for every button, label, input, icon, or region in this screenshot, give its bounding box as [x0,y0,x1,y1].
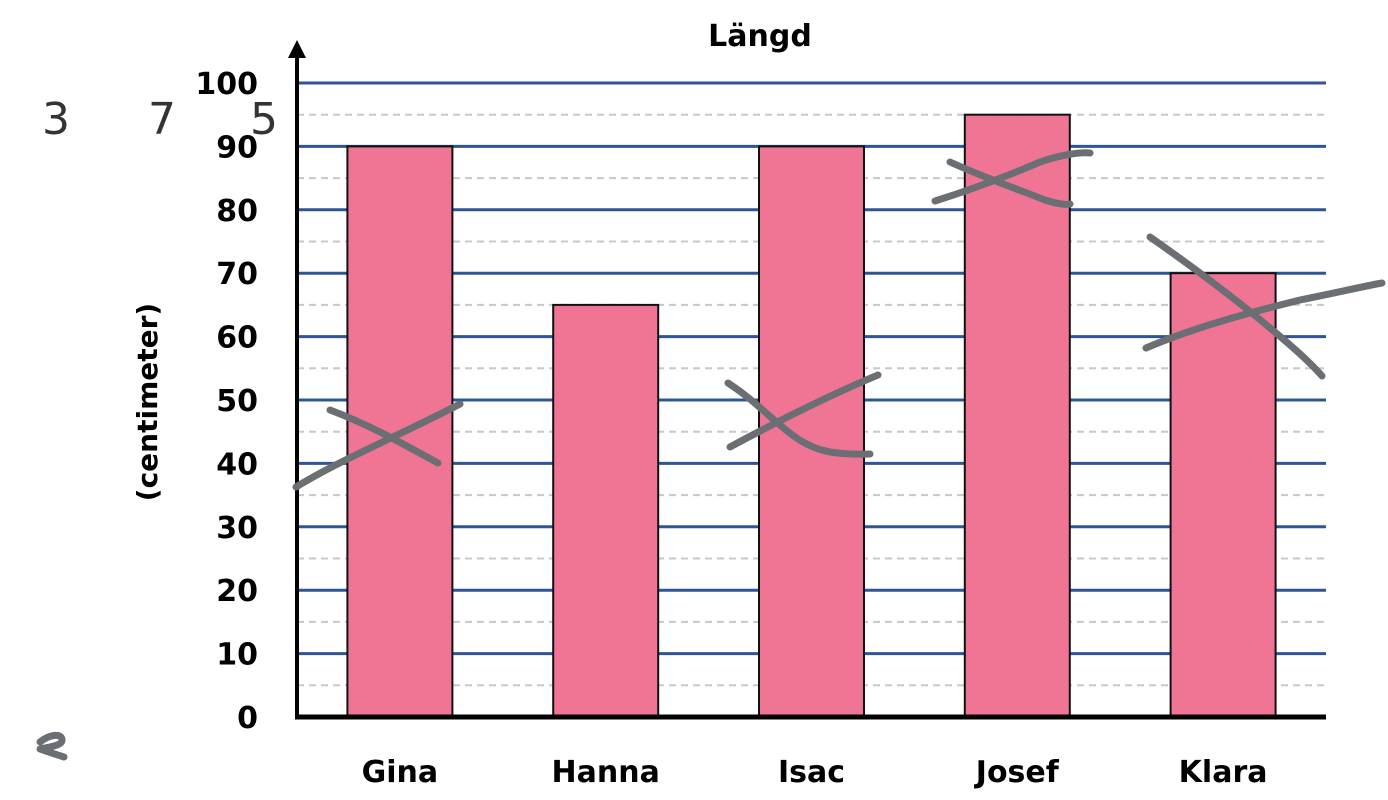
pen-stroke-9 [36,731,68,761]
y-axis-arrow [288,40,306,58]
y-tick-label: 80 [216,194,258,229]
bars-group [346,113,1277,718]
x-tick-label: Hanna [552,755,660,790]
bar-hanna [552,303,660,718]
bar-josef [963,113,1071,718]
y-tick-label: 10 [216,638,258,673]
bar-klara [1169,272,1277,718]
pen-stroke-4 [724,379,874,458]
bar-isac [758,145,865,718]
y-tick-label: 50 [216,384,258,419]
axes [288,40,1326,720]
pen-stroke-8 [1146,233,1326,380]
y-tick-labels: 0 10 20 30 40 50 60 70 80 90 100 [195,67,258,736]
y-tick-label: 70 [216,257,258,292]
x-tick-label: Gina [362,755,439,790]
handwritten-number-2: 7 [148,94,176,145]
pen-stroke-5 [931,149,1094,205]
y-axis-label: (centimeter) [131,303,164,501]
y-tick-label: 60 [216,321,258,356]
pen-stroke-3 [726,371,882,451]
y-tick-label: 40 [216,447,258,482]
y-tick-label: 90 [216,130,258,165]
chart-title: Längd [708,19,812,54]
x-tick-label: Josef [974,755,1060,790]
y-tick-label: 20 [216,574,258,609]
handwritten-number-3: 5 [250,94,278,145]
y-tick-label: 100 [195,67,258,102]
pen-strokes [36,149,1386,761]
pen-stroke-1 [292,400,464,491]
pen-stroke-6 [946,158,1074,208]
y-tick-label: 0 [237,701,258,736]
pen-stroke-2 [326,406,442,467]
y-tick-label: 30 [216,511,258,546]
x-tick-label: Isac [778,755,845,790]
pen-stroke-7 [1142,279,1386,352]
x-tick-label: Klara [1179,755,1268,790]
handwritten-number-1: 3 [42,94,70,145]
x-tick-labels: Gina Hanna Isac Josef Klara [362,755,1268,790]
